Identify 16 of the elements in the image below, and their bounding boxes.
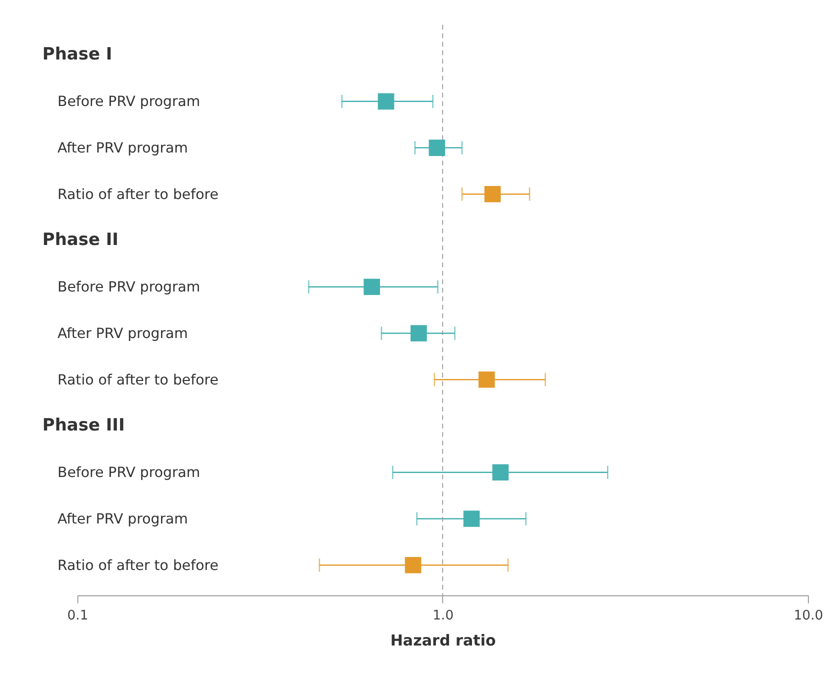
x-axis-title: Hazard ratio <box>390 632 496 650</box>
y-tick-label: After PRV program <box>58 326 188 342</box>
y-tick-label: Ratio of after to before <box>58 372 218 388</box>
x-tick-label: 0.1 <box>67 608 88 624</box>
y-tick-label: Ratio of after to before <box>58 558 218 574</box>
y-tick-label: Before PRV program <box>58 94 200 110</box>
y-tick-label: Phase II <box>42 229 118 250</box>
x-tick-label: 1.0 <box>432 608 454 624</box>
y-tick-label: Phase I <box>42 44 112 64</box>
y-tick-label: After PRV program <box>58 511 188 528</box>
y-tick-label: After PRV program <box>58 140 188 156</box>
y-tick-label: Ratio of after to before <box>58 186 218 203</box>
x-tick-label: 10.0 <box>794 608 824 624</box>
y-tick-label: Before PRV program <box>58 465 200 482</box>
y-tick-label: Before PRV program <box>58 280 200 296</box>
y-tick-label: Phase III <box>42 414 125 435</box>
